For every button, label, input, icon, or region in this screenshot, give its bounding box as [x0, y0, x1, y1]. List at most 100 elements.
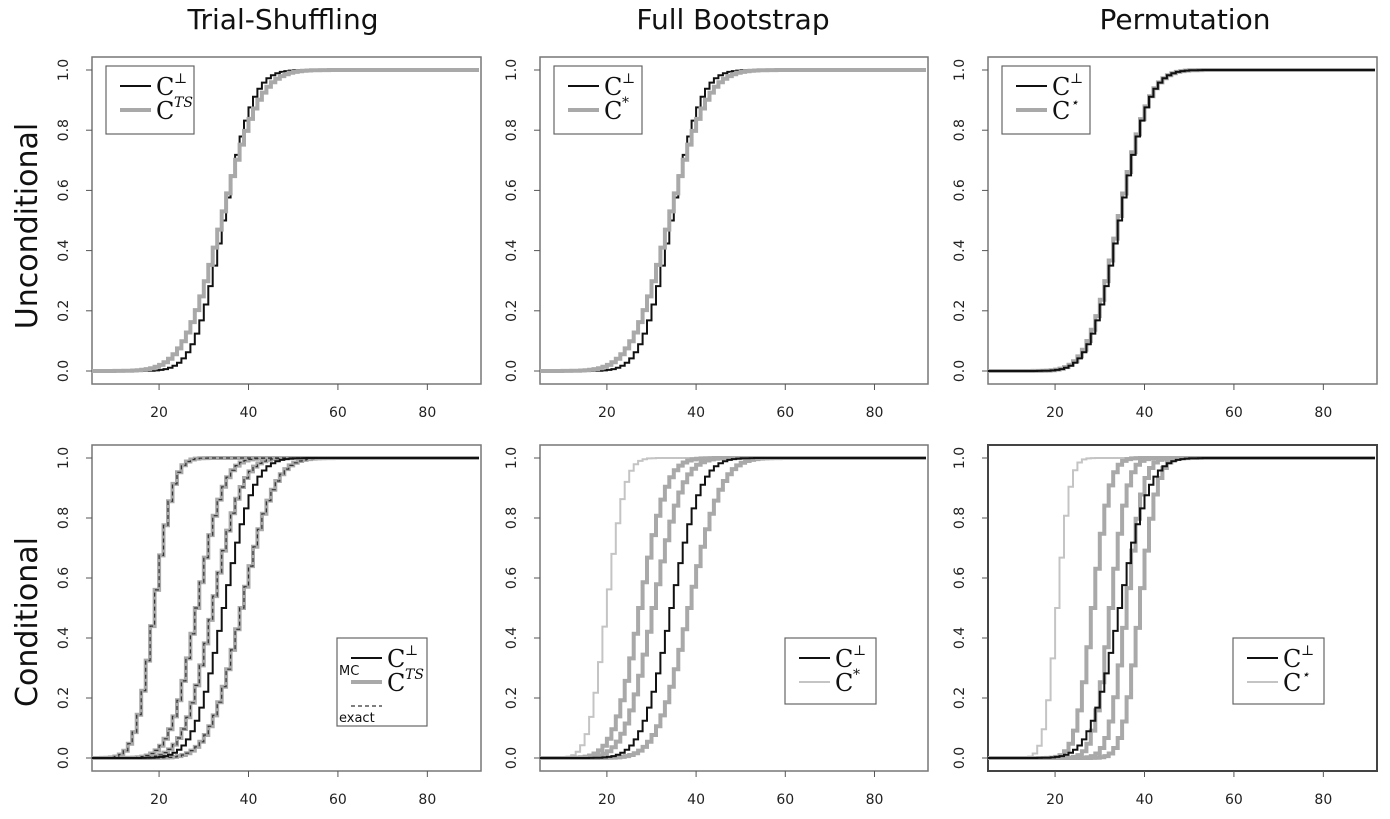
- y-tick-label: 0.2: [952, 300, 968, 322]
- y-tick-label: 0.0: [56, 747, 72, 769]
- x-tick-label: 40: [1136, 405, 1154, 421]
- x-tick-label: 80: [866, 792, 884, 808]
- legend-symbol: C: [387, 669, 405, 697]
- legend-superscript: ⊥: [174, 71, 187, 87]
- x-tick-label: 20: [150, 405, 168, 421]
- panel-conditional-full-bootstrap: 20 40 60 80 0.0 0.2 0.4 0.6 0.8 1.0 C ⊥C *: [504, 444, 929, 808]
- legend-symbol: C: [604, 73, 622, 101]
- x-tick-label: 40: [687, 405, 705, 421]
- x-tick-label: 20: [150, 792, 168, 808]
- cdf-series-black-8: [92, 457, 479, 759]
- x-tick-label: 20: [1046, 792, 1064, 808]
- legend: C ⊥C TS MC exact: [336, 637, 428, 727]
- legend-superscript: ⊥: [853, 643, 866, 659]
- y-tick-label: 0.2: [504, 300, 520, 322]
- y-tick-label: 0.4: [504, 239, 520, 261]
- legend-symbol: C: [1283, 669, 1301, 697]
- y-tick-label: 0.2: [56, 300, 72, 322]
- y-tick-label: 1.0: [504, 447, 520, 469]
- x-tick-label: 60: [1225, 405, 1243, 421]
- row-title-unconditional: Unconditional: [10, 123, 45, 329]
- legend-symbol: C: [604, 97, 622, 125]
- panel-conditional-permutation: 20 40 60 80 0.0 0.2 0.4 0.6 0.8 1.0 C ⊥C ⋆: [952, 444, 1378, 808]
- y-tick-label: 1.0: [504, 59, 520, 81]
- y-tick-label: 0.0: [504, 360, 520, 382]
- column-title-permutation: Permutation: [1100, 3, 1271, 36]
- plot-frame: [987, 56, 1378, 385]
- y-tick-label: 0.2: [952, 687, 968, 709]
- legend-symbol: C: [835, 645, 853, 673]
- x-tick-label: 80: [1314, 792, 1332, 808]
- y-tick-label: 0.8: [952, 119, 968, 141]
- cdf-series-gray-2: [540, 456, 926, 760]
- legend-superscript: *: [853, 667, 860, 683]
- plot-frame: [91, 56, 482, 385]
- legend-box: [553, 65, 643, 135]
- panel-unconditional-trial-shuffling: 20 40 60 80 0.0 0.2 0.4 0.6 0.8 1.0 C ⊥C TS: [56, 56, 482, 421]
- y-tick-label: 0.6: [504, 567, 520, 589]
- legend-superscript: ⊥: [622, 71, 635, 87]
- cdf-series-gray-1: [540, 456, 926, 760]
- column-title-trial-shuffling: Trial-Shuffling: [187, 3, 379, 36]
- plot-frame: [539, 56, 929, 385]
- cdf-series-black-1: [988, 69, 1375, 372]
- x-tick-label: 60: [776, 792, 794, 808]
- y-tick-label: 0.6: [952, 567, 968, 589]
- y-tick-label: 0.8: [56, 507, 72, 529]
- legend-superscript: ⊥: [1301, 643, 1314, 659]
- x-tick-label: 60: [776, 405, 794, 421]
- y-tick-label: 0.8: [504, 507, 520, 529]
- legend-superscript: ⊥: [1070, 71, 1083, 87]
- legend: C ⊥C *: [784, 637, 877, 705]
- y-tick-label: 0.0: [952, 747, 968, 769]
- x-tick-label: 40: [240, 405, 258, 421]
- x-tick-label: 20: [598, 792, 616, 808]
- row-title-conditional: Conditional: [10, 537, 45, 707]
- legend: C ⊥C *: [553, 65, 643, 135]
- legend-symbol: C: [1283, 645, 1301, 673]
- y-tick-label: 0.2: [504, 687, 520, 709]
- cdf-series-lightgray-0: [540, 457, 926, 759]
- y-tick-label: 0.4: [56, 627, 72, 649]
- y-tick-label: 0.0: [56, 360, 72, 382]
- legend-box: [1001, 65, 1091, 135]
- y-tick-label: 1.0: [952, 447, 968, 469]
- legend-box: [784, 637, 877, 705]
- cdf-series-black-5: [988, 457, 1375, 759]
- x-tick-label: 40: [687, 792, 705, 808]
- plot-frame: [539, 444, 929, 772]
- legend-symbol: C: [156, 73, 174, 101]
- cdf-series-gray-1: [92, 68, 479, 373]
- plot-frame: [987, 444, 1378, 772]
- cdf-series-gray-1: [540, 68, 926, 373]
- panel-unconditional-full-bootstrap: 20 40 60 80 0.0 0.2 0.4 0.6 0.8 1.0 C ⊥C *: [504, 56, 929, 421]
- cdf-series-dashed-7: [92, 457, 479, 759]
- legend-symbol: C: [156, 97, 174, 125]
- legend: C ⊥C ⋆: [1001, 65, 1091, 135]
- legend-superscript: *: [622, 95, 629, 111]
- y-tick-label: 0.4: [504, 627, 520, 649]
- x-tick-label: 80: [418, 405, 436, 421]
- x-tick-label: 80: [866, 405, 884, 421]
- legend-symbol: C: [835, 669, 853, 697]
- x-tick-label: 20: [1046, 405, 1064, 421]
- legend-superscript: TS: [405, 667, 424, 683]
- y-tick-label: 0.6: [56, 567, 72, 589]
- legend-superscript: TS: [174, 95, 193, 111]
- legend-symbol: C: [387, 645, 405, 673]
- x-tick-label: 60: [1225, 792, 1243, 808]
- y-tick-label: 0.4: [952, 239, 968, 261]
- panel-unconditional-permutation: 20 40 60 80 0.0 0.2 0.4 0.6 0.8 1.0 C ⊥C ⋆: [952, 56, 1378, 421]
- legend-box: [105, 65, 195, 135]
- x-tick-label: 60: [329, 792, 347, 808]
- y-tick-label: 0.8: [952, 507, 968, 529]
- x-tick-label: 40: [240, 792, 258, 808]
- column-title-full-bootstrap: Full Bootstrap: [636, 3, 829, 36]
- legend-superscript: ⋆: [1301, 667, 1310, 683]
- legend: C ⊥C TS: [105, 65, 195, 135]
- legend-label-MC: MC: [339, 664, 359, 679]
- y-tick-label: 0.8: [504, 119, 520, 141]
- cdf-series-black-4: [540, 457, 926, 759]
- cdf-series-gray-3: [540, 456, 926, 760]
